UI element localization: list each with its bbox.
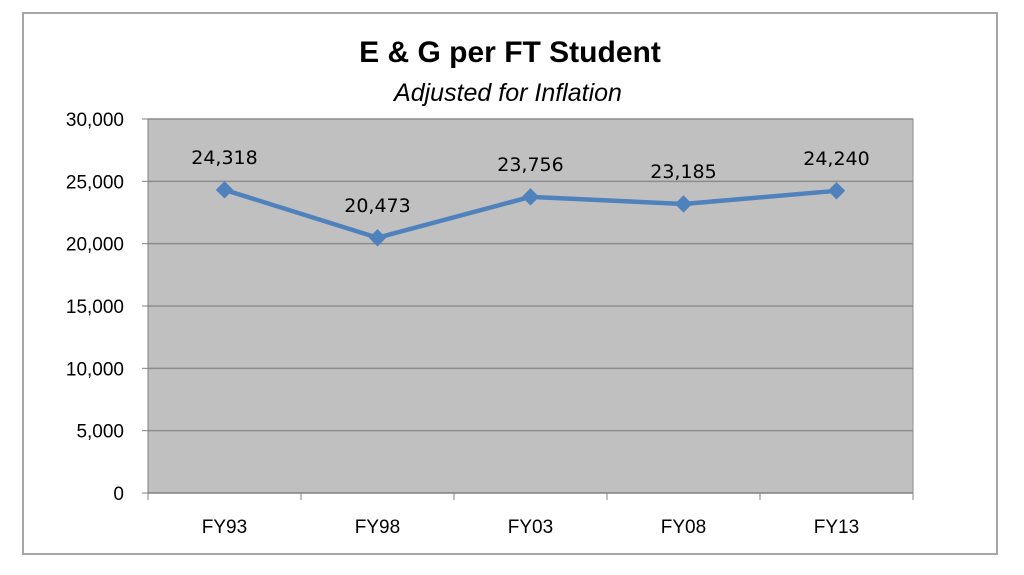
x-axis: FY93 FY98 FY03 FY08 FY13: [147, 492, 914, 538]
x-tick-label: FY13: [814, 517, 859, 538]
y-tick-label: 0: [113, 484, 124, 505]
data-point-marker: [368, 229, 387, 247]
chart-subtitle: Adjusted for Inflation: [392, 79, 622, 107]
x-tick-label: FY98: [355, 517, 400, 538]
data-point-marker: [674, 195, 693, 213]
data-label: 20,473: [344, 195, 410, 217]
chart-title: E & G per FT Student: [359, 36, 661, 69]
data-point-marker: [521, 188, 540, 206]
data-label: 24,240: [803, 148, 869, 170]
data-point-marker: [827, 182, 846, 200]
y-tick-label: 15,000: [66, 297, 124, 318]
y-tick-label: 25,000: [66, 172, 124, 193]
data-label: 23,756: [497, 154, 563, 176]
x-tick-label: FY93: [202, 517, 247, 538]
data-label: 23,185: [650, 161, 716, 183]
y-tick-label: 20,000: [66, 235, 124, 256]
y-axis: 0 5,000 10,000 15,000 20,000 25,000 30,000: [66, 110, 149, 505]
y-tick-label: 30,000: [66, 110, 124, 131]
series-group: 24,318 20,473 23,756 23,185 24,240: [191, 147, 870, 247]
x-tick-label: FY03: [508, 517, 553, 538]
x-tick-label: FY08: [661, 517, 706, 538]
gridlines: [148, 118, 913, 432]
y-tick-label: 5,000: [76, 422, 124, 443]
y-tick-label: 10,000: [66, 359, 124, 380]
data-label: 24,318: [191, 147, 257, 169]
data-point-marker: [215, 181, 234, 199]
